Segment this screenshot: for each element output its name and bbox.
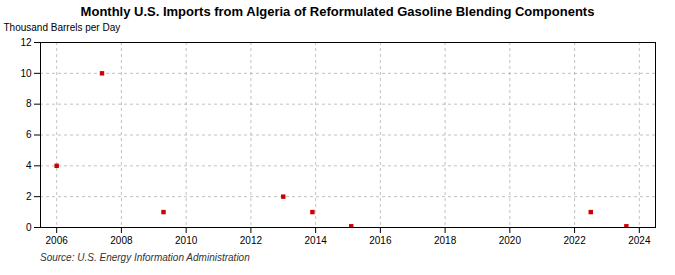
svg-text:2020: 2020 (499, 235, 522, 246)
svg-text:2018: 2018 (434, 235, 457, 246)
svg-text:8: 8 (26, 98, 32, 109)
svg-text:4: 4 (26, 160, 32, 171)
svg-text:2014: 2014 (305, 235, 328, 246)
svg-text:2006: 2006 (46, 235, 69, 246)
svg-text:10: 10 (20, 68, 32, 79)
svg-text:2016: 2016 (369, 235, 392, 246)
svg-text:2024: 2024 (628, 235, 651, 246)
svg-text:2: 2 (26, 191, 32, 202)
html-text:Source: U.S. Energy Informatio: Source: U.S. Energy Information Administ… (40, 252, 250, 263)
svg-text:2010: 2010 (175, 235, 198, 246)
svg-text:Thousand Barrels per Day: Thousand Barrels per Day (4, 22, 121, 33)
svg-text:12: 12 (20, 37, 32, 48)
svg-text:2022: 2022 (563, 235, 586, 246)
svg-text:0: 0 (26, 222, 32, 233)
svg-text:2008: 2008 (110, 235, 133, 246)
svg-text:2012: 2012 (240, 235, 263, 246)
html-text:Monthly U.S. Imports from Alge: Monthly U.S. Imports from Algeria of Ref… (80, 4, 595, 19)
svg-text:6: 6 (26, 129, 32, 140)
